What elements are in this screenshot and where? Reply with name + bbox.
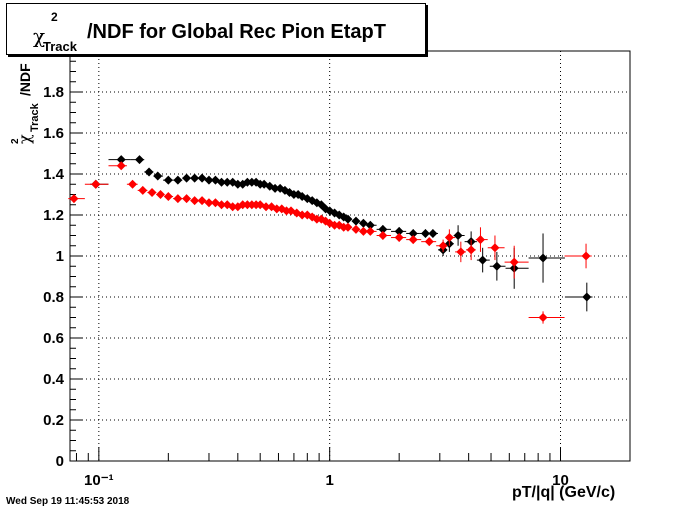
data-point [197,196,207,206]
timestamp: Wed Sep 19 11:45:53 2018 [6,496,130,507]
title-subscript: Track [43,39,77,54]
data-point [173,175,183,185]
data-point [490,243,500,253]
data-point [163,175,173,185]
data-point [281,206,291,216]
data-point [147,187,157,197]
title-chi: χ [33,24,46,48]
data-point [475,235,485,245]
data-point [144,167,154,177]
chart-title: χ 2 Track /NDF for Global Rec Pion EtapT [7,4,427,56]
y-axis-label-chi: χ [15,134,34,144]
data-points [68,155,593,324]
data-point [438,241,448,251]
data-point [343,214,353,224]
data-point [343,222,353,232]
data-point [204,175,214,185]
y-tick-label: 1.4 [43,166,65,183]
data-point [197,173,207,183]
data-point [128,179,138,189]
data-point [190,173,200,183]
data-point [351,224,361,234]
y-tick-label: 0.8 [43,289,64,306]
y-axis-label-rest: /NDF [17,63,33,96]
data-point [69,194,79,204]
data-point [378,224,388,234]
y-tick-label: 0.2 [43,412,64,429]
data-point [222,177,232,187]
grid-lines [70,51,630,461]
data-point [138,185,148,195]
data-point [116,155,126,165]
data-point [509,257,519,267]
data-point [358,226,368,236]
data-point [153,171,163,181]
data-point [272,204,282,214]
data-point [453,231,463,240]
y-tick-label: 1 [56,248,64,265]
title-box: χ 2 Track /NDF for Global Rec Pion EtapT [6,3,426,55]
y-tick-label: 1.6 [43,125,64,142]
data-point [581,251,591,261]
data-point [420,228,430,238]
y-tick-label: 1.8 [43,84,64,101]
y-axis-label-sub: Track [29,102,41,132]
data-point [261,202,271,212]
data-point [204,198,214,208]
data-point [538,253,548,263]
data-point [456,247,466,257]
data-point [466,245,476,255]
data-point [163,192,173,202]
data-point [173,194,183,204]
data-point [116,161,126,171]
data-point [358,218,368,228]
data-point [91,179,101,189]
data-point [365,220,375,230]
data-point [190,196,200,206]
data-point [408,228,418,238]
x-tick-label: 10⁻¹ [84,472,114,489]
data-point [228,202,238,212]
x-tick-label: 10 [552,472,569,489]
y-axis-label: χ 2 Track /NDF [10,63,41,144]
data-point [394,233,404,243]
y-tick-label: 0.4 [43,371,65,388]
data-point [297,210,307,220]
data-point [378,231,388,240]
data-point [182,173,192,183]
x-tick-label: 1 [326,472,334,489]
data-point [270,183,280,193]
data-point [182,194,192,204]
data-point [217,177,227,187]
data-point [478,255,488,265]
y-tick-label: 1.2 [43,207,64,224]
x-axis-label: pT/|q| (GeV/c) [512,484,616,501]
data-point [582,292,592,302]
axes: 0 0.2 0.4 0.6 0.8 1 1.2 1.4 1.6 1.8 10⁻¹ 1 10 [43,50,631,489]
title-superscript: 2 [51,10,58,24]
data-point [444,233,454,243]
data-point [156,190,166,199]
y-tick-label: 0.6 [43,330,64,347]
y-tick-label: 0 [56,453,64,470]
data-point [217,200,227,210]
data-point [394,226,404,236]
data-point [424,237,434,247]
y-axis-label-sup: 2 [10,138,21,144]
data-point [330,220,340,230]
data-point [408,235,418,245]
data-point [538,313,548,322]
data-point [492,261,502,271]
data-point [238,200,248,210]
data-point [134,155,144,165]
data-point [365,226,375,236]
title-text: /NDF for Global Rec Pion EtapT [87,21,386,43]
data-point [428,228,438,238]
data-point [233,179,243,189]
data-point [351,216,361,226]
